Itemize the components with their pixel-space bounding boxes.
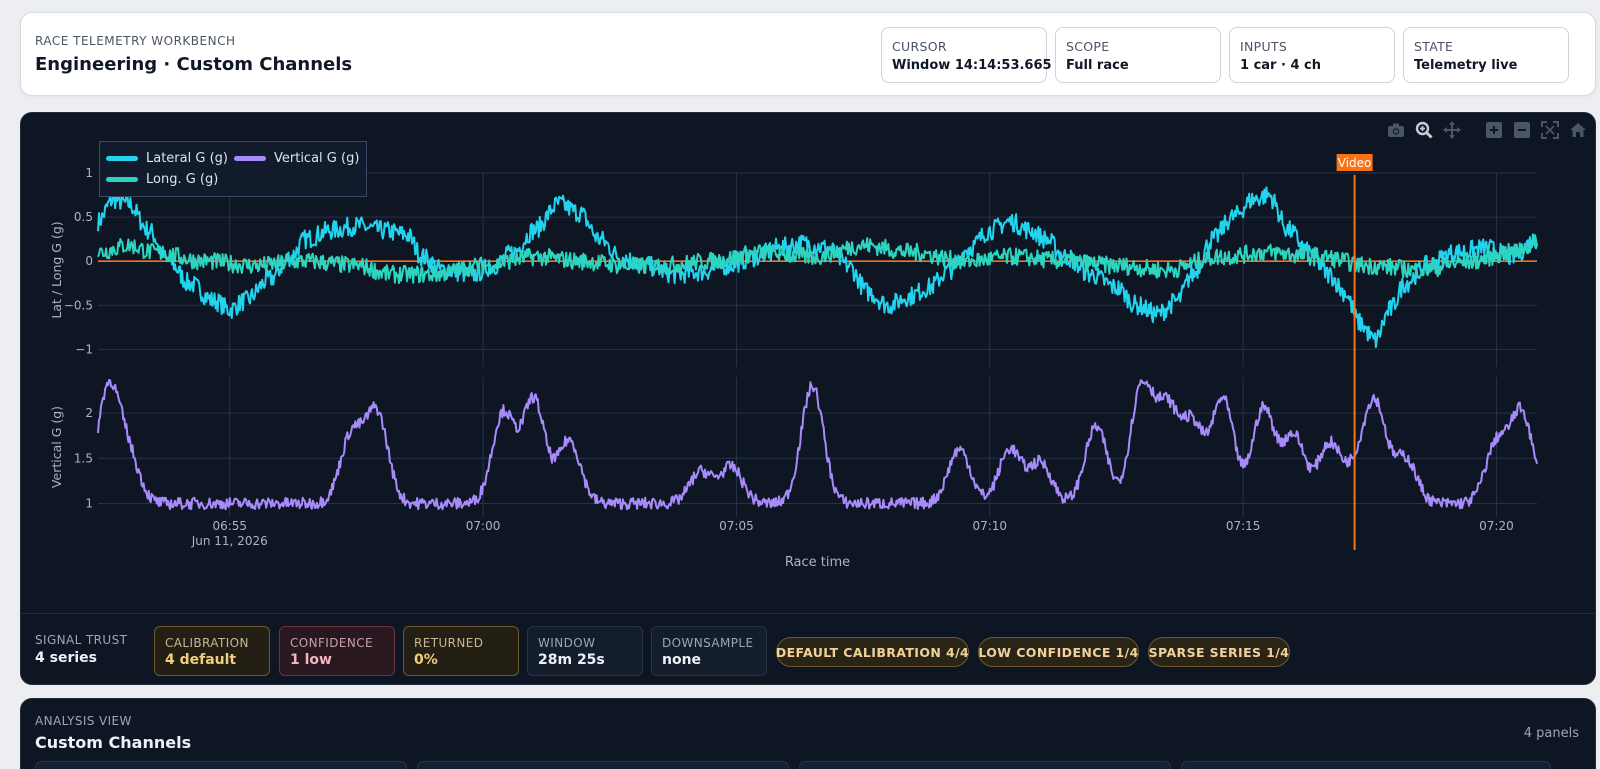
zoom-out-icon[interactable]	[1511, 119, 1533, 141]
app-overline: RACE TELEMETRY WORKBENCH	[35, 34, 236, 48]
pan-icon[interactable]	[1441, 119, 1463, 141]
legend-label-vertical: Vertical G (g)	[274, 151, 360, 166]
pill-sparse-series[interactable]: SPARSE SERIES 1/4	[1148, 637, 1290, 667]
chart-legend: Lateral G (g) Vertical G (g) Long. G (g)	[99, 141, 367, 197]
legend-swatch-vertical	[234, 156, 266, 161]
telemetry-plot[interactable]: 06:55 07:00 07:05 07:10 07:15 07:20 Jun 11, 20…	[21, 113, 1596, 613]
modebar	[1385, 119, 1589, 141]
series-line-lateral	[97, 186, 1538, 349]
signal-trust-value: 4 series	[35, 650, 97, 666]
camera-icon[interactable]	[1385, 119, 1407, 141]
bottom-series-layer	[97, 378, 1538, 511]
cursor-label-box	[1336, 154, 1373, 171]
x-tick-sublabel: Jun 11, 2026	[191, 534, 268, 548]
legend-label-lateral: Lateral G (g)	[146, 151, 228, 166]
trust-returned-value: 0%	[414, 652, 438, 668]
y-tick-label: −0.5	[64, 298, 93, 312]
trust-calibration-value: 4 default	[165, 652, 237, 668]
stat-scope: SCOPE Full race	[1055, 27, 1221, 83]
axis-text-layer: 06:55 07:00 07:05 07:10 07:15 07:20 Jun 11, 20…	[49, 166, 1514, 570]
autoscale-icon[interactable]	[1539, 119, 1561, 141]
legend-swatch-longitudinal	[106, 177, 138, 182]
legend-item-vertical[interactable]: Vertical G (g)	[234, 151, 359, 166]
trust-downsample: DOWNSAMPLE none	[651, 626, 767, 676]
header-card: RACE TELEMETRY WORKBENCH Engineering · C…	[20, 12, 1596, 96]
x-tick-label: 07:15	[1226, 519, 1261, 533]
x-tick-label: 07:10	[972, 519, 1007, 533]
zoom-in-icon[interactable]	[1483, 119, 1505, 141]
analysis-panel-stub[interactable]	[417, 761, 789, 769]
trust-downsample-label: DOWNSAMPLE	[662, 636, 754, 650]
legend-label-longitudinal: Long. G (g)	[146, 172, 219, 187]
x-tick-label: 07:05	[719, 519, 754, 533]
trust-window: WINDOW 28m 25s	[527, 626, 643, 676]
signal-trust-label: SIGNAL TRUST	[35, 633, 128, 647]
stat-scope-value: Full race	[1066, 58, 1129, 73]
stat-inputs-label: INPUTS	[1240, 39, 1288, 54]
y-tick-label: 0	[85, 254, 93, 268]
y-axis-title-bottom: Vertical G (g)	[49, 406, 64, 488]
legend-item-lateral[interactable]: Lateral G (g)	[106, 151, 228, 166]
stat-cursor: CURSOR Window 14:14:53.665	[881, 27, 1052, 83]
x-tick-label: 06:55	[212, 519, 247, 533]
x-tick-label: 07:20	[1479, 519, 1514, 533]
analysis-view-card: ANALYSIS VIEW Custom Channels 4 panels	[20, 698, 1596, 769]
stat-cursor-label: CURSOR	[892, 39, 947, 54]
stat-scope-label: SCOPE	[1066, 39, 1110, 54]
trust-returned: RETURNED 0%	[403, 626, 519, 676]
trust-confidence: CONFIDENCE 1 low	[279, 626, 395, 676]
stat-state-label: STATE	[1414, 39, 1454, 54]
series-line-vertical	[97, 378, 1538, 511]
y-tick-label: 1	[85, 496, 93, 510]
y-tick-label: −1	[75, 342, 93, 356]
top-series-layer	[97, 186, 1538, 349]
stat-inputs-value: 1 car · 4 ch	[1240, 58, 1321, 73]
analysis-panel-stub[interactable]	[35, 761, 407, 769]
analysis-view-title: Custom Channels	[35, 733, 192, 752]
stat-inputs: INPUTS 1 car · 4 ch	[1229, 27, 1395, 83]
reset-home-icon[interactable]	[1567, 119, 1589, 141]
stat-state: STATE Telemetry live	[1403, 27, 1569, 83]
analysis-panel-stub[interactable]	[799, 761, 1171, 769]
series-line-longitudinal	[97, 234, 1538, 285]
y-tick-label: 1	[85, 166, 93, 180]
cursor-label: Video	[1338, 156, 1372, 170]
analysis-view-label: ANALYSIS VIEW	[35, 714, 132, 728]
pill-default-calibration[interactable]: DEFAULT CALIBRATION 4/4	[776, 637, 969, 667]
y-tick-label: 1.5	[74, 451, 93, 465]
page-title: Engineering · Custom Channels	[35, 54, 353, 75]
stat-cursor-value: Window 14:14:53.665	[892, 58, 1052, 73]
legend-swatch-lateral	[106, 156, 138, 161]
zoom-icon[interactable]	[1413, 119, 1435, 141]
x-tick-label: 07:00	[466, 519, 501, 533]
stat-state-value: Telemetry live	[1414, 58, 1518, 73]
trust-window-value: 28m 25s	[538, 652, 605, 668]
y-tick-label: 0.5	[74, 210, 93, 224]
trust-confidence-label: CONFIDENCE	[290, 636, 374, 650]
trust-downsample-value: none	[662, 652, 702, 668]
analysis-panel-count: 4 panels	[1523, 726, 1579, 741]
trust-confidence-value: 1 low	[290, 652, 332, 668]
y-tick-label: 2	[85, 406, 93, 420]
trust-calibration: CALIBRATION 4 default	[154, 626, 270, 676]
chart-card: 06:55 07:00 07:05 07:10 07:15 07:20 Jun 11, 20…	[20, 112, 1596, 685]
legend-item-longitudinal[interactable]: Long. G (g)	[106, 172, 218, 187]
y-axis-title-top: Lat / Long G (g)	[49, 221, 64, 318]
trust-calibration-label: CALIBRATION	[165, 636, 249, 650]
x-axis-title: Race time	[785, 555, 850, 570]
video-cursor: Video	[1336, 154, 1373, 550]
signal-trust-bar: SIGNAL TRUST 4 series CALIBRATION 4 defa…	[21, 613, 1595, 684]
analysis-panel-stub[interactable]	[1181, 761, 1551, 769]
trust-window-label: WINDOW	[538, 636, 596, 650]
trust-returned-label: RETURNED	[414, 636, 484, 650]
pill-low-confidence[interactable]: LOW CONFIDENCE 1/4	[978, 637, 1139, 667]
